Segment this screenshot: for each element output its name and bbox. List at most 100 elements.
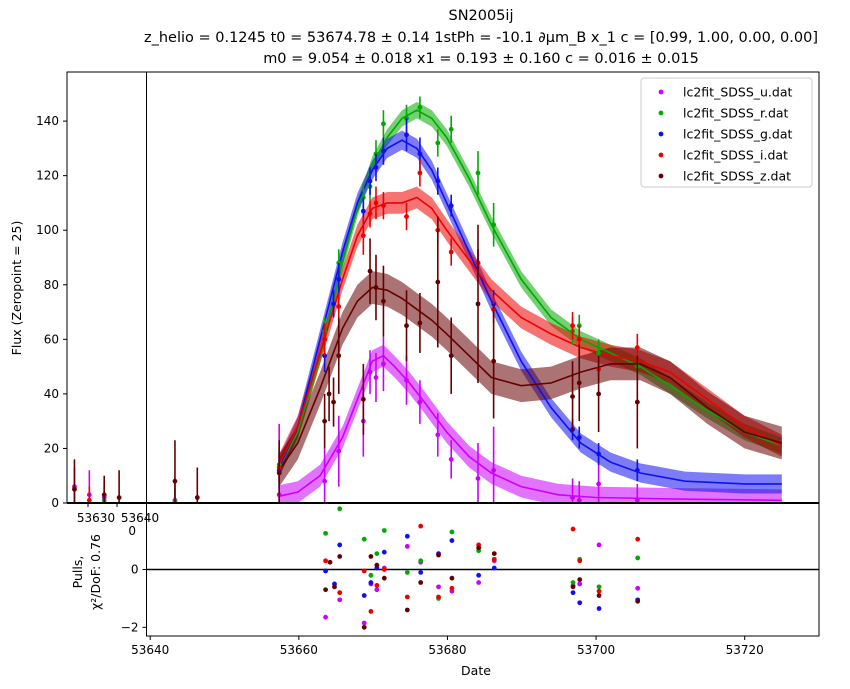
pull-point <box>368 580 374 585</box>
data-point <box>360 208 366 214</box>
pull-y-tick-label: 0 <box>131 563 139 577</box>
data-point <box>322 336 328 342</box>
pull-point <box>374 583 380 588</box>
data-point <box>381 148 386 154</box>
pull-point <box>418 580 424 585</box>
data-point <box>634 467 640 473</box>
data-point <box>322 418 328 424</box>
pull-point <box>337 506 343 512</box>
pull-point <box>381 549 387 555</box>
y-tick-label: 40 <box>44 387 59 401</box>
data-point <box>116 495 122 500</box>
pull-point <box>327 559 333 565</box>
pull-point <box>436 552 441 558</box>
pull-point <box>374 562 380 568</box>
pull-point <box>635 585 641 591</box>
pull-point <box>368 572 374 578</box>
x-tick-label: 53640 <box>131 643 169 657</box>
data-point <box>331 301 336 307</box>
data-point <box>101 492 107 498</box>
pull-point <box>323 587 328 593</box>
pull-point <box>404 569 410 575</box>
data-point <box>417 170 423 176</box>
pull-point <box>361 568 367 574</box>
pull-point <box>570 580 576 585</box>
data-point <box>373 285 379 290</box>
data-point <box>570 323 575 329</box>
model-curve-1 <box>278 109 783 468</box>
data-point <box>404 323 409 329</box>
pull-point <box>323 568 328 574</box>
data-point <box>336 276 342 282</box>
data-point <box>435 279 441 285</box>
data-point <box>367 178 373 184</box>
data-point <box>435 178 441 184</box>
data-point <box>276 470 282 476</box>
data-point <box>367 369 373 375</box>
pull-point <box>337 597 343 603</box>
legend-box <box>640 77 813 188</box>
data-point <box>373 165 379 170</box>
data-point <box>570 394 575 400</box>
legend-entry-label: lc2fit_SDSS_g.dat <box>683 127 793 142</box>
pull-point <box>476 572 482 578</box>
legend-marker <box>658 131 664 137</box>
pull-point <box>404 607 410 613</box>
data-point <box>381 361 386 367</box>
pull-point <box>418 569 424 575</box>
pull-y-tick-label: −2 <box>121 620 139 634</box>
pull-point <box>418 558 424 564</box>
data-point <box>381 121 386 127</box>
pull-point <box>374 587 380 593</box>
model-curve-2 <box>278 139 782 485</box>
model-band-0 <box>279 344 782 503</box>
data-point <box>475 170 481 176</box>
data-point <box>417 105 423 110</box>
data-point <box>475 476 481 481</box>
pull-point <box>596 542 602 548</box>
pull-point <box>491 565 497 571</box>
data-point <box>72 486 77 492</box>
pull-point <box>337 554 343 559</box>
data-point <box>634 399 640 405</box>
data-point <box>404 377 409 383</box>
pull-point <box>323 558 328 564</box>
pull-point <box>381 528 387 533</box>
data-point <box>360 233 366 239</box>
model-band-3 <box>279 186 782 476</box>
data-point <box>491 358 497 364</box>
data-point <box>322 478 328 484</box>
title-line2: z_helio = 0.1245 t0 = 53674.78 ± 0.14 1s… <box>144 30 818 46</box>
x-tick-label: 53720 <box>726 643 764 657</box>
pull-point <box>436 594 441 600</box>
title-line1: SN2005ij <box>448 8 513 24</box>
pull-point <box>491 556 497 562</box>
legend-entry-label: lc2fit_SDSS_i.dat <box>683 148 788 163</box>
data-point <box>336 304 342 309</box>
data-point <box>172 478 178 484</box>
data-point <box>576 435 582 440</box>
main-plot-content <box>72 96 783 503</box>
y-tick-label: 80 <box>44 278 59 292</box>
legend-entry-label: lc2fit_SDSS_z.dat <box>683 169 791 184</box>
data-point <box>448 249 454 255</box>
legend-marker <box>658 152 664 158</box>
title-line3: m0 = 9.054 ± 0.018 x1 = 0.193 ± 0.160 c … <box>263 51 699 67</box>
model-band-4 <box>279 271 782 487</box>
data-point <box>596 350 602 356</box>
pull-point <box>596 593 602 598</box>
pull-point <box>577 600 583 606</box>
pull-point <box>404 543 410 549</box>
data-point <box>404 214 409 219</box>
main-y-axis-label: Flux (Zeropoint = 25) <box>9 221 24 356</box>
data-point <box>634 345 640 350</box>
x-tick-label: 53660 <box>280 643 318 657</box>
legend-entry-label: lc2fit_SDSS_u.dat <box>683 85 792 100</box>
data-point <box>194 495 200 500</box>
pull-plot-area: 53640 53660 53680 53700 53720 −2 0 <box>121 502 820 657</box>
pull-point <box>449 529 455 535</box>
data-point <box>86 497 92 503</box>
data-point <box>596 481 602 487</box>
pull-point <box>476 545 482 551</box>
